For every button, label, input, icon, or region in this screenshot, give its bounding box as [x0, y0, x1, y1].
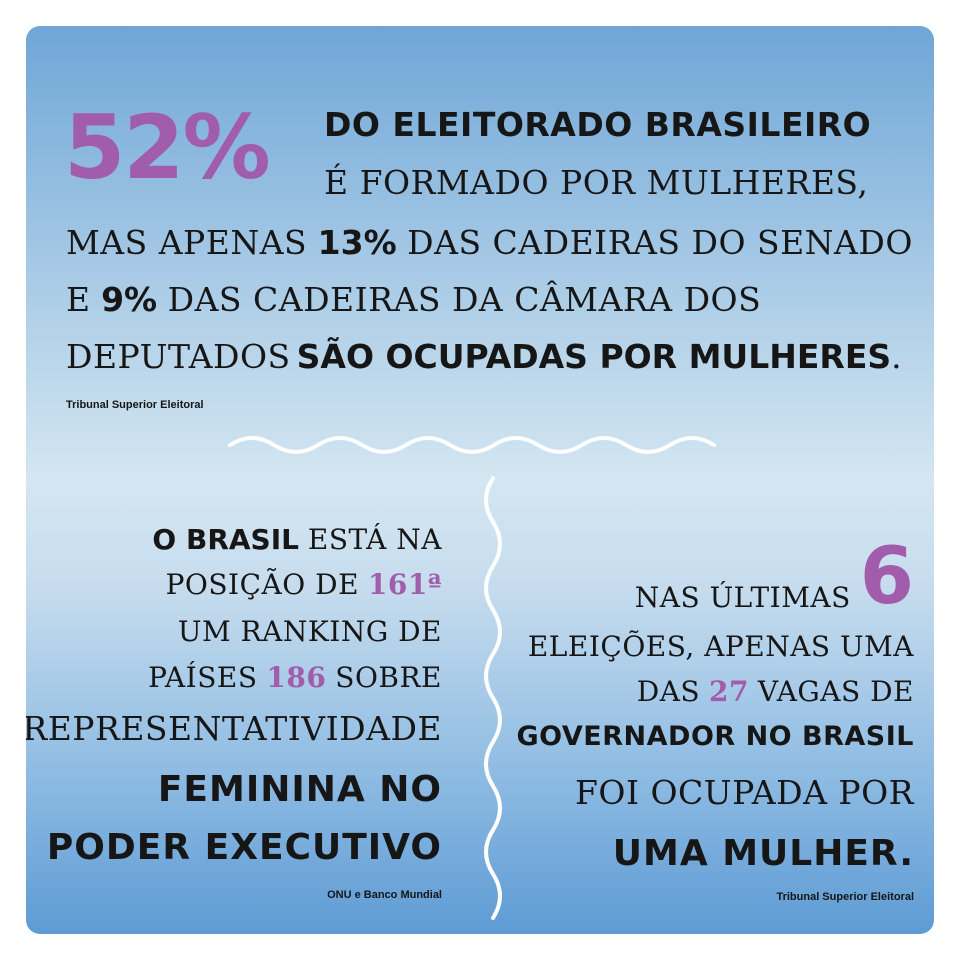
top-line-5-pre: DEPUTADOS — [66, 337, 291, 376]
vacancies-count: 27 — [709, 675, 749, 708]
top-line-5-end: . — [891, 337, 903, 376]
infographic-card: 52% DO ELEITORADO BRASILEIRO É FORMADO P… — [26, 26, 934, 934]
left-line-1-bold: O BRASIL — [152, 523, 299, 556]
left-line-4-pre: PAÍSES — [148, 661, 258, 694]
right-line-1-text: NAS ÚLTIMAS — [634, 581, 851, 615]
top-line-3: MAS APENAS 13% DAS CADEIRAS DO SENADO — [66, 226, 913, 259]
right-line-1: NAS ÚLTIMAS 6 — [634, 538, 914, 616]
left-line-2: POSIÇÃO DE 161ª — [166, 571, 442, 599]
left-line-6: FEMININA NO — [157, 769, 442, 810]
right-line-3-pre: DAS — [636, 675, 701, 708]
elections-count: 6 — [859, 532, 914, 622]
right-line-3: DAS 27 VAGAS DE — [637, 678, 914, 706]
left-line-2-pre: POSIÇÃO DE — [165, 568, 360, 601]
ranking-position: 161ª — [367, 568, 442, 601]
right-line-3-post: VAGAS DE — [757, 675, 914, 708]
left-line-3: UM RANKING DE — [177, 615, 442, 648]
top-line-4-pre: E — [66, 280, 91, 319]
top-line-5: DEPUTADOS SÃO OCUPADAS POR MULHERES. — [66, 340, 902, 373]
left-line-5: REPRESENTATIVIDADE — [26, 709, 442, 748]
top-line-1: DO ELEITORADO BRASILEIRO — [324, 105, 872, 144]
right-source: Tribunal Superior Eleitoral — [776, 891, 914, 903]
right-line-5: FOI OCUPADA POR — [575, 773, 914, 812]
big-percentage: 52% — [64, 96, 271, 199]
right-line-2: ELEIÇÕES, APENAS UMA — [527, 630, 914, 663]
horizontal-wave-divider — [228, 436, 716, 454]
top-line-4: E 9% DAS CADEIRAS DA CÂMARA DOS — [66, 283, 761, 316]
left-line-4: PAÍSES 186 SOBRE — [148, 664, 442, 692]
countries-count: 186 — [266, 661, 327, 694]
vertical-wave-divider — [484, 476, 502, 920]
left-line-1-rest: ESTÁ NA — [307, 523, 442, 556]
top-line-3-pre: MAS APENAS — [66, 223, 308, 262]
top-line-3-post: DAS CADEIRAS DO SENADO — [407, 223, 913, 262]
left-source: ONU e Banco Mundial — [327, 889, 442, 901]
right-line-4: GOVERNADOR NO BRASIL — [516, 721, 914, 752]
top-line-2: É FORMADO POR MULHERES, — [324, 163, 869, 202]
senate-percentage: 13% — [317, 223, 397, 262]
chamber-percentage: 9% — [101, 280, 158, 319]
top-source: Tribunal Superior Eleitoral — [66, 399, 204, 411]
top-line-5-bold: SÃO OCUPADAS POR MULHERES — [296, 337, 892, 376]
left-line-1: O BRASIL ESTÁ NA — [152, 526, 442, 554]
right-line-6: UMA MULHER. — [612, 833, 914, 874]
left-line-4-post: SOBRE — [335, 661, 442, 694]
top-line-4-post: DAS CADEIRAS DA CÂMARA DOS — [167, 280, 762, 319]
left-line-7: PODER EXECUTIVO — [46, 827, 442, 868]
